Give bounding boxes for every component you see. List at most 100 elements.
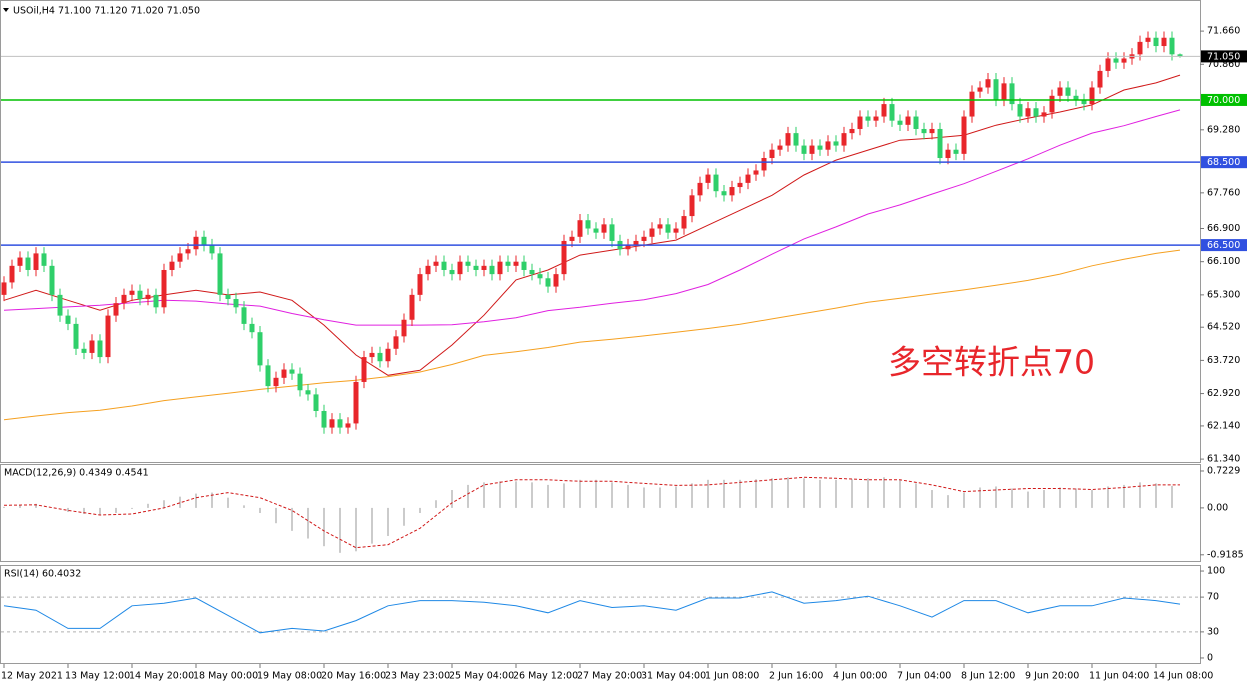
candle-body	[1137, 41, 1143, 55]
candle-body	[193, 236, 199, 250]
x-tick-label: 25 May 04:00	[449, 671, 514, 682]
x-tick-label: 9 Jun 20:00	[1025, 671, 1079, 682]
macd-title: MACD(12,26,9) 0.4349 0.4541	[4, 468, 149, 479]
candle-body	[793, 133, 799, 146]
candle-body	[633, 240, 639, 246]
moving-average	[3, 249, 1181, 421]
candle-body	[465, 261, 471, 266]
candle-body	[441, 261, 447, 270]
price-tag	[1201, 156, 1247, 169]
y-tick-label: 100	[1207, 566, 1225, 577]
x-tick-label: 8 Jun 12:00	[961, 671, 1015, 682]
candle-body	[529, 269, 535, 275]
candle-body	[449, 269, 455, 275]
candle-body	[1017, 104, 1023, 117]
candle-body	[977, 87, 983, 92]
candle-body	[241, 307, 247, 324]
y-tick-label: 30	[1207, 626, 1219, 637]
candle-body	[433, 261, 439, 266]
candle-body	[929, 128, 935, 134]
candle-body	[833, 141, 839, 146]
candle-body	[521, 261, 527, 270]
candle-body	[681, 216, 687, 229]
candle-body	[1113, 58, 1119, 63]
price-tag-label: 70.000	[1207, 95, 1240, 106]
candle-body	[1089, 87, 1095, 105]
candle-body	[353, 381, 359, 424]
candle-body	[785, 133, 791, 146]
candle-body	[265, 365, 271, 387]
x-tick-label: 7 Jun 04:00	[897, 671, 951, 682]
candle-body	[1001, 83, 1007, 100]
candle-body	[145, 294, 151, 300]
moving-average	[3, 109, 1181, 326]
candle-body	[865, 116, 871, 121]
candle-body	[497, 261, 503, 275]
candle-body	[425, 265, 431, 275]
y-tick-label: 62.140	[1207, 420, 1240, 431]
x-tick-label: 14 May 20:00	[129, 671, 194, 682]
candle-body	[209, 245, 215, 254]
y-tick-label: 62.920	[1207, 388, 1240, 399]
candle-body	[801, 145, 807, 154]
candle-body	[41, 253, 47, 266]
candle-body	[65, 315, 71, 324]
candle-body	[961, 116, 967, 154]
candle-body	[81, 348, 87, 353]
x-tick-label: 13 May 12:00	[65, 671, 130, 682]
candle-body	[817, 145, 823, 150]
candle-body	[273, 377, 279, 387]
main-panel	[0, 0, 1201, 463]
candle-body	[225, 294, 231, 300]
x-tick-label: 11 Jun 04:00	[1089, 671, 1149, 682]
candle-body	[945, 149, 951, 159]
candle-body	[385, 348, 391, 362]
x-tick-label: 2 Jun 16:00	[769, 671, 823, 682]
candle-body	[769, 149, 775, 159]
candle-body	[1169, 37, 1175, 55]
price-tag	[1201, 239, 1247, 252]
candle-body	[1105, 58, 1111, 71]
candle-body	[89, 340, 95, 353]
x-tick-label: 26 May 12:00	[513, 671, 578, 682]
x-tick-label: 1 Jun 08:00	[705, 671, 759, 682]
candle-body	[969, 91, 975, 117]
candle-body	[337, 419, 343, 428]
candle-body	[9, 265, 15, 283]
candle-body	[1097, 70, 1103, 88]
candle-body	[473, 265, 479, 270]
candle-body	[761, 158, 767, 171]
candle-body	[545, 278, 551, 287]
y-tick-label: 71.660	[1207, 26, 1240, 37]
candle-body	[737, 182, 743, 188]
candle-body	[1033, 108, 1039, 117]
candle-body	[1121, 58, 1127, 63]
candle-body	[369, 352, 375, 358]
candle-body	[57, 294, 63, 316]
candle-body	[777, 145, 783, 150]
candle-body	[905, 116, 911, 125]
candle-body	[1041, 112, 1047, 117]
candle-body	[657, 224, 663, 229]
x-tick-label: 18 May 00:00	[193, 671, 258, 682]
candle-body	[553, 274, 559, 287]
candle-body	[161, 269, 167, 308]
y-tick-label: -0.9185	[1207, 549, 1244, 560]
candle-body	[329, 419, 335, 428]
candle-body	[361, 357, 367, 382]
candle-body	[17, 257, 23, 266]
macd-signal	[3, 476, 1180, 549]
candle-body	[217, 253, 223, 295]
candle-body	[249, 323, 255, 333]
candle-body	[873, 116, 879, 121]
candle-body	[121, 294, 127, 304]
y-tick-label: 61.340	[1207, 454, 1240, 465]
candle-body	[881, 104, 887, 117]
candle-body	[625, 245, 631, 250]
candle-body	[985, 79, 991, 88]
candle-body	[97, 340, 103, 358]
candle-body	[137, 290, 143, 300]
candle-body	[673, 228, 679, 233]
